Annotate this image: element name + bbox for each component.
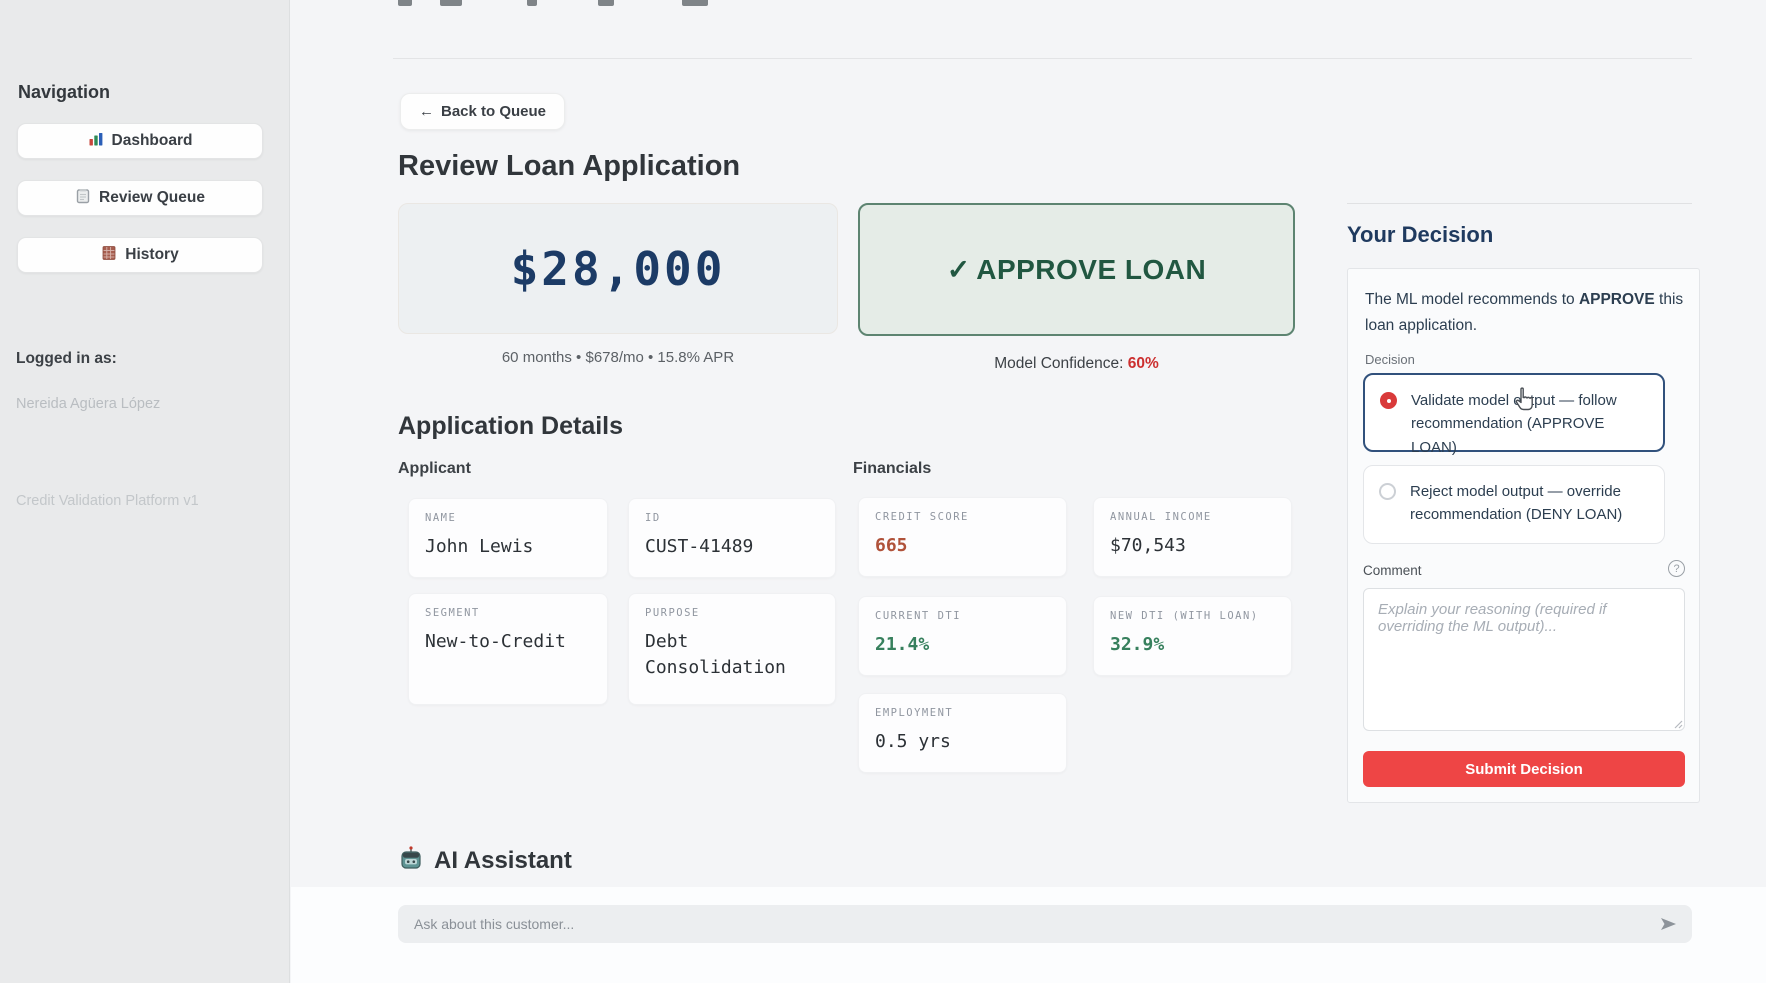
- model-recommendation-card: ✓ APPROVE LOAN: [858, 203, 1295, 336]
- sidebar-item-label: Review Queue: [99, 189, 205, 206]
- ai-assistant-title: AI Assistant: [434, 846, 572, 874]
- scroll-artifact: [440, 0, 462, 6]
- logged-in-label: Logged in as:: [16, 350, 117, 367]
- check-icon: ✓: [946, 254, 971, 285]
- decision-field-label: Decision: [1365, 352, 1415, 367]
- loan-terms: 60 months • $678/mo • 15.8% APR: [501, 349, 735, 366]
- decision-panel-divider: [1347, 203, 1692, 204]
- sidebar-item-history[interactable]: History: [17, 237, 263, 273]
- scroll-artifact: [682, 0, 708, 6]
- field-card-new-dti: NEW DTI (WITH LOAN) 32.9%: [1093, 596, 1292, 676]
- radio-option-reject[interactable]: Reject model output — override recommend…: [1363, 465, 1665, 544]
- logged-in-user-name: Nereida Agüera López: [16, 396, 161, 412]
- model-confidence: Model Confidence: 60%: [994, 355, 1159, 372]
- field-label: CURRENT DTI: [875, 610, 962, 622]
- field-label: ID: [645, 512, 661, 524]
- scroll-artifact: [527, 0, 537, 6]
- ask-customer-input[interactable]: [398, 905, 1646, 943]
- comment-label: Comment: [1363, 563, 1422, 578]
- radio-unselected-icon[interactable]: [1379, 483, 1396, 500]
- field-value: 32.9%: [1110, 634, 1165, 655]
- sidebar-item-label: History: [125, 246, 179, 263]
- field-label: NAME: [425, 512, 457, 524]
- help-icon[interactable]: ?: [1668, 560, 1685, 577]
- send-icon: [1661, 918, 1676, 930]
- application-details-title: Application Details: [398, 412, 624, 440]
- page-title: Review Loan Application: [398, 150, 741, 182]
- field-card-annual-income: ANNUAL INCOME $70,543: [1093, 497, 1292, 577]
- field-value: 665: [875, 535, 908, 556]
- comment-textarea[interactable]: [1363, 588, 1685, 731]
- back-arrow-icon: ←: [419, 103, 434, 120]
- ml-recommendation-text: The ML model recommends to APPROVE this …: [1365, 291, 1684, 334]
- platform-version-label: Credit Validation Platform v1: [16, 493, 199, 509]
- confidence-value: 60%: [1127, 355, 1159, 372]
- field-label: ANNUAL INCOME: [1110, 511, 1212, 523]
- field-card-name: NAME John Lewis: [408, 498, 608, 578]
- field-card-purpose: PURPOSE Debt Consolidation: [628, 593, 836, 705]
- ai-assistant-header: AI Assistant: [398, 845, 572, 876]
- scroll-artifact: [398, 0, 412, 6]
- field-card-segment: SEGMENT New-to-Credit: [408, 593, 608, 705]
- field-card-employment: EMPLOYMENT 0.5 yrs: [858, 693, 1067, 773]
- field-value: 21.4%: [875, 634, 930, 655]
- field-card-credit-score: CREDIT SCORE 665: [858, 497, 1067, 577]
- nav-title: Navigation: [18, 82, 111, 102]
- radio-option-validate[interactable]: Validate model output — follow recommend…: [1363, 373, 1665, 456]
- field-value: John Lewis: [425, 536, 534, 557]
- submit-decision-button[interactable]: Submit Decision: [1363, 751, 1685, 787]
- sidebar: Navigation Dashboard Review Queue Histor…: [0, 0, 290, 983]
- clipboard-icon: [75, 188, 91, 209]
- field-value: New-to-Credit: [425, 631, 566, 652]
- sidebar-item-review-queue[interactable]: Review Queue: [17, 180, 263, 216]
- bar-chart-icon: [88, 131, 104, 152]
- radio-option-label: Validate model output — follow recommend…: [1411, 392, 1617, 456]
- send-button[interactable]: [1646, 905, 1692, 943]
- field-value: $70,543: [1110, 535, 1186, 556]
- back-to-queue-button[interactable]: ← Back to Queue: [400, 93, 566, 130]
- field-label: NEW DTI (WITH LOAN): [1110, 610, 1259, 622]
- decision-panel-title: Your Decision: [1347, 222, 1494, 247]
- scroll-artifact: [598, 0, 614, 6]
- ledger-icon: [101, 245, 117, 266]
- sidebar-item-label: Dashboard: [111, 132, 193, 149]
- back-button-label: Back to Queue: [441, 103, 547, 120]
- recommendation-label: APPROVE LOAN: [976, 253, 1207, 285]
- field-card-current-dti: CURRENT DTI 21.4%: [858, 596, 1067, 676]
- radio-selected-icon[interactable]: [1380, 392, 1397, 409]
- field-label: EMPLOYMENT: [875, 707, 954, 719]
- sidebar-item-dashboard[interactable]: Dashboard: [17, 123, 263, 159]
- field-value: Debt Consolidation: [645, 631, 786, 679]
- applicant-group-title: Applicant: [398, 460, 471, 477]
- field-card-id: ID CUST-41489: [628, 498, 836, 578]
- financials-group-title: Financials: [853, 460, 932, 477]
- field-label: PURPOSE: [645, 607, 700, 619]
- field-label: CREDIT SCORE: [875, 511, 969, 523]
- field-value: CUST-41489: [645, 536, 754, 557]
- field-label: SEGMENT: [425, 607, 480, 619]
- loan-amount: $28,000: [510, 241, 726, 296]
- loan-amount-card: $28,000: [398, 203, 838, 334]
- header-divider: [393, 58, 1692, 59]
- field-value: 0.5 yrs: [875, 731, 951, 752]
- ai-input-bar: [398, 905, 1692, 943]
- radio-option-label: Reject model output — override recommend…: [1410, 483, 1623, 524]
- robot-icon: [398, 845, 424, 876]
